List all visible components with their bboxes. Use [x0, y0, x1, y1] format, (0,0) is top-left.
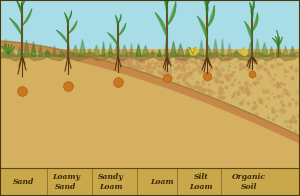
Polygon shape	[162, 0, 168, 14]
Polygon shape	[9, 18, 22, 36]
Polygon shape	[252, 13, 258, 32]
Polygon shape	[68, 11, 72, 21]
Polygon shape	[16, 0, 22, 16]
Polygon shape	[8, 44, 9, 54]
Polygon shape	[272, 38, 278, 46]
Polygon shape	[197, 16, 207, 40]
Polygon shape	[0, 41, 300, 136]
Polygon shape	[166, 0, 168, 1]
Polygon shape	[107, 33, 118, 46]
Polygon shape	[189, 47, 193, 54]
Polygon shape	[277, 30, 278, 38]
Polygon shape	[115, 15, 118, 28]
Text: Organic
Soil: Organic Soil	[232, 173, 266, 191]
Polygon shape	[22, 0, 26, 6]
Polygon shape	[118, 23, 126, 36]
Polygon shape	[8, 46, 14, 54]
Polygon shape	[0, 0, 300, 53]
Bar	[0, 49, 300, 196]
Polygon shape	[167, 2, 176, 26]
Bar	[0, 168, 300, 196]
Polygon shape	[4, 45, 8, 54]
Text: Sand: Sand	[13, 178, 35, 186]
Polygon shape	[2, 46, 8, 54]
Polygon shape	[118, 15, 121, 24]
Polygon shape	[8, 45, 11, 54]
Polygon shape	[278, 36, 280, 46]
Polygon shape	[20, 0, 22, 4]
Polygon shape	[206, 0, 208, 4]
Polygon shape	[155, 13, 167, 38]
Polygon shape	[244, 21, 252, 42]
Polygon shape	[250, 2, 253, 20]
Polygon shape	[203, 0, 208, 16]
Polygon shape	[0, 41, 300, 144]
Polygon shape	[275, 36, 278, 46]
Polygon shape	[68, 21, 77, 34]
Polygon shape	[207, 5, 215, 28]
Polygon shape	[193, 47, 195, 54]
Polygon shape	[252, 0, 255, 12]
Text: Sandy
Loam: Sandy Loam	[98, 173, 124, 191]
Text: Loam: Loam	[150, 178, 174, 186]
Text: Loamy
Sand: Loamy Sand	[52, 173, 80, 191]
Polygon shape	[64, 13, 68, 26]
Polygon shape	[56, 30, 68, 44]
Polygon shape	[167, 0, 171, 4]
Text: Silt
Loam: Silt Loam	[189, 173, 213, 191]
Polygon shape	[207, 0, 211, 6]
Polygon shape	[278, 37, 282, 46]
Polygon shape	[22, 9, 32, 26]
